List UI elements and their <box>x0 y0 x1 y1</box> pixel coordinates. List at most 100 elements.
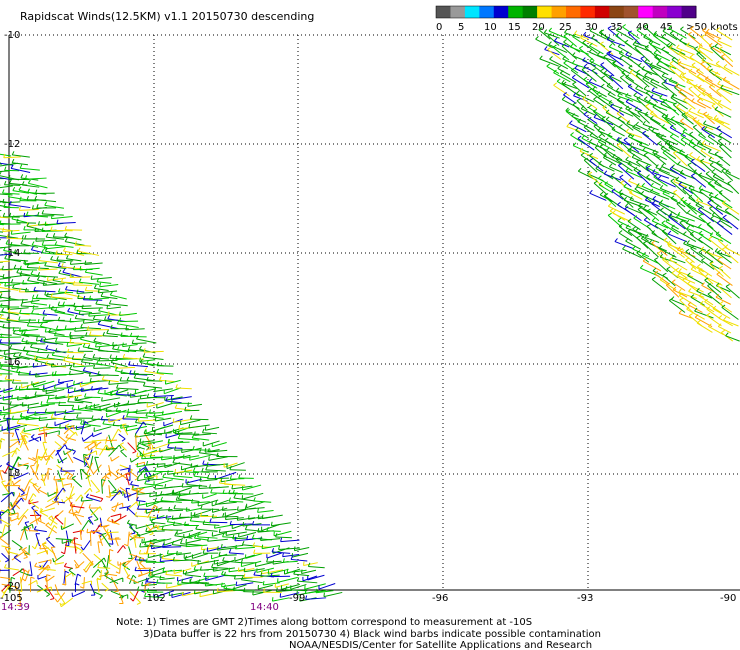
wind-barb-feather <box>677 272 681 276</box>
wind-barb <box>698 252 714 263</box>
wind-barb-feather <box>60 278 64 283</box>
wind-barb-feather <box>6 417 11 420</box>
wind-barb <box>223 462 238 468</box>
wind-barb-feather <box>23 556 28 559</box>
wind-barb-feather <box>723 63 728 68</box>
wind-barb <box>162 569 182 573</box>
wind-barb-feather <box>618 230 623 234</box>
wind-barb <box>23 426 46 432</box>
wind-barb-feather <box>173 521 175 526</box>
wind-barb-feather <box>677 246 681 251</box>
wind-barb-feather <box>206 462 209 467</box>
wind-barb-feather <box>116 488 120 493</box>
wind-barb-feather <box>203 572 206 577</box>
wind-barb <box>711 171 725 181</box>
wind-barb-feather <box>717 80 721 85</box>
wind-barb-feather <box>97 541 102 544</box>
wind-barb-feather <box>95 300 99 305</box>
wind-barb-feather <box>707 283 712 287</box>
wind-barb <box>6 319 29 324</box>
wind-barb-feather <box>159 575 162 580</box>
wind-barb-feather <box>47 395 50 400</box>
wind-barb-feather <box>623 137 628 141</box>
wind-barb-feather <box>23 225 26 231</box>
wind-barb-feather <box>637 109 642 113</box>
wind-barb-feather <box>608 50 612 55</box>
wind-barb-feather <box>257 528 260 533</box>
wind-barb-feather <box>252 542 256 547</box>
wind-barb-feather <box>164 396 166 401</box>
wind-barb-feather <box>52 232 56 238</box>
wind-barb <box>694 310 714 319</box>
wind-barb-feather <box>563 33 568 37</box>
wind-barb <box>199 478 218 482</box>
wind-barb-feather <box>130 480 133 485</box>
wind-barb-feather <box>204 448 207 453</box>
wind-barb-feather <box>661 113 666 117</box>
wind-barb <box>641 68 659 76</box>
wind-barb <box>718 48 734 63</box>
wind-barb <box>0 364 13 366</box>
wind-barb <box>645 167 659 179</box>
wind-barb <box>34 412 56 416</box>
wind-barb <box>637 111 650 124</box>
wind-barb <box>66 343 82 347</box>
wind-barb-feather <box>7 509 11 514</box>
wind-barb <box>45 388 65 395</box>
wind-barb <box>161 455 184 461</box>
wind-barb <box>677 61 695 69</box>
wind-barb-feather <box>597 51 601 56</box>
wind-barb <box>608 53 622 61</box>
wind-barb-feather <box>604 181 609 185</box>
wind-barb-feather <box>706 249 710 253</box>
legend-color-swatch <box>493 6 509 18</box>
wind-barb-feather <box>604 193 609 197</box>
wind-barb <box>603 56 616 68</box>
wind-barb-feather <box>618 106 623 111</box>
wind-barb-feather <box>625 224 629 229</box>
wind-barb <box>238 531 257 538</box>
wind-barb-feather <box>714 43 719 47</box>
wind-barb-feather <box>50 362 53 368</box>
wind-barb <box>621 72 635 82</box>
wind-barb <box>26 353 47 360</box>
wind-barb <box>682 201 698 215</box>
wind-barb <box>0 153 12 157</box>
wind-barb <box>639 144 659 153</box>
wind-barb <box>136 412 154 414</box>
wind-barb-feather <box>11 480 15 485</box>
wind-barb-feather <box>666 266 671 270</box>
wind-barb-feather <box>35 237 38 242</box>
wind-barb-feather <box>13 264 17 269</box>
wind-barb <box>54 335 73 338</box>
wind-barb <box>99 444 107 456</box>
wind-barb <box>43 382 65 390</box>
wind-barb-feather <box>601 75 606 79</box>
wind-barb-feather <box>220 543 223 549</box>
wind-barb <box>171 396 192 401</box>
wind-barb <box>634 109 649 116</box>
wind-barb <box>645 166 659 174</box>
wind-barb-feather <box>612 153 616 158</box>
wind-barb <box>698 215 714 230</box>
wind-barb-feather <box>24 521 30 524</box>
wind-barb <box>48 395 66 400</box>
wind-barb <box>11 447 18 458</box>
wind-barb-feather <box>89 295 91 300</box>
wind-barb <box>69 342 91 345</box>
wind-barb <box>589 45 604 55</box>
wind-barb <box>625 76 644 90</box>
wind-barb-feather <box>114 367 118 372</box>
wind-barb <box>646 176 661 186</box>
wind-barb <box>173 475 193 479</box>
wind-barb-feather <box>236 516 239 521</box>
wind-barb <box>697 142 712 151</box>
wind-barb-feather <box>117 346 120 351</box>
legend-color-swatch <box>623 6 639 18</box>
wind-barb-feather <box>607 212 612 216</box>
wind-barb <box>35 456 39 472</box>
wind-barb <box>186 484 208 487</box>
wind-barb <box>544 49 560 56</box>
wind-barb <box>66 258 82 262</box>
wind-barb-feather <box>19 265 22 270</box>
